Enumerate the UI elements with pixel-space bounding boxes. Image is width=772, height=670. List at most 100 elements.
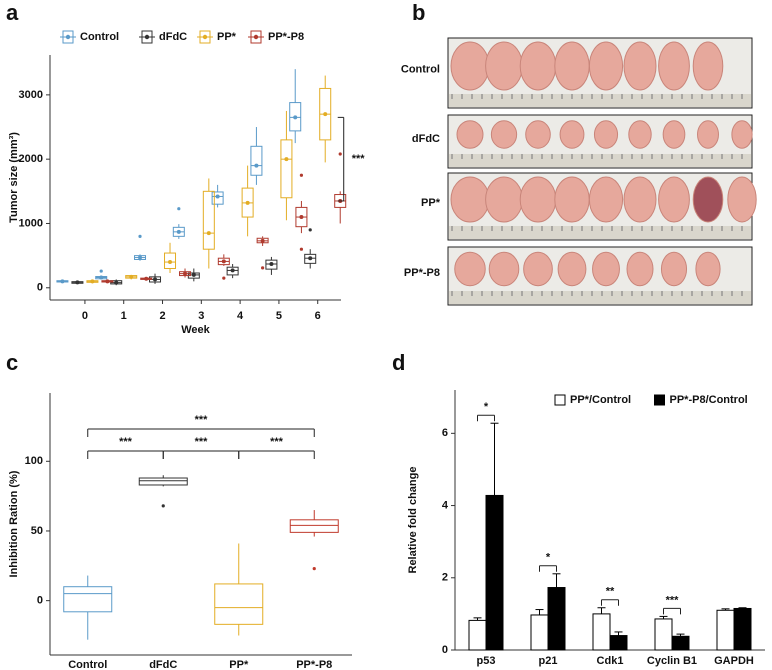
median-dot xyxy=(260,238,265,243)
tumor xyxy=(588,41,624,91)
outlier xyxy=(99,269,103,273)
y-axis-label: Tumor size (mm³) xyxy=(8,132,20,223)
legend-label: PP*-P8 xyxy=(268,31,304,43)
photo-label: PP*-P8 xyxy=(404,267,440,279)
legend-label: dFdC xyxy=(159,31,187,43)
bar xyxy=(485,494,504,651)
median-dot xyxy=(299,215,304,220)
x-tick-label: 0 xyxy=(82,310,88,322)
x-tick-label: 5 xyxy=(276,310,282,322)
panel-letter: a xyxy=(6,0,19,25)
median-dot xyxy=(221,259,226,264)
box xyxy=(226,266,239,276)
box xyxy=(164,252,177,269)
box xyxy=(280,139,293,199)
x-tick-label: 3 xyxy=(198,310,204,322)
bar xyxy=(671,635,690,651)
tumor xyxy=(450,41,490,91)
ruler xyxy=(449,154,751,167)
photo-label: dFdC xyxy=(412,133,440,145)
box xyxy=(250,145,263,176)
tumor xyxy=(731,120,753,149)
panel-letter: b xyxy=(412,0,425,25)
median-dot xyxy=(183,271,188,276)
box xyxy=(214,583,264,625)
legend-label: PP* xyxy=(217,31,237,43)
tumor xyxy=(485,41,523,91)
ruler xyxy=(449,94,751,107)
y-tick-label: 100 xyxy=(25,455,43,467)
ruler xyxy=(449,291,751,304)
x-tick-label: 4 xyxy=(237,310,244,322)
tumor xyxy=(519,41,557,91)
outlier xyxy=(299,247,304,251)
tumor xyxy=(727,176,757,223)
median-dot xyxy=(60,279,65,284)
tumor xyxy=(626,251,654,287)
median-dot xyxy=(308,256,313,261)
outlier xyxy=(138,234,142,238)
y-axis-label: Inhibition Ration (%) xyxy=(8,470,20,577)
x-tick-label: PP*-P8 xyxy=(296,659,332,670)
median-dot xyxy=(206,231,211,236)
significance-label: *** xyxy=(270,436,284,448)
outlier xyxy=(177,207,181,211)
bar xyxy=(733,607,752,651)
tumor xyxy=(557,251,587,287)
tumor xyxy=(554,176,590,223)
significance-label: * xyxy=(546,552,551,564)
tumor xyxy=(592,251,620,287)
median-dot xyxy=(168,260,173,265)
bar xyxy=(654,618,673,651)
y-tick-label: 4 xyxy=(442,499,449,511)
legend-icon xyxy=(144,34,150,40)
box xyxy=(289,102,302,132)
median-dot xyxy=(144,276,149,281)
panel-letter: c xyxy=(6,350,18,375)
legend-swatch xyxy=(554,394,566,406)
outlier xyxy=(299,173,304,177)
box xyxy=(289,519,339,533)
outlier xyxy=(308,228,312,232)
tumor xyxy=(692,41,724,91)
photo-label: Control xyxy=(401,63,440,75)
outlier xyxy=(261,266,265,270)
tumor xyxy=(450,176,490,223)
tumor xyxy=(456,120,484,149)
tumor xyxy=(662,120,686,149)
ruler xyxy=(449,226,751,239)
bar xyxy=(547,587,566,651)
median-dot xyxy=(114,280,119,285)
box xyxy=(304,253,317,264)
tumor xyxy=(593,120,619,149)
x-tick-label: 2 xyxy=(159,310,165,322)
median-dot xyxy=(176,229,181,234)
outlier xyxy=(161,504,165,508)
legend-label: Control xyxy=(80,31,119,43)
legend-icon xyxy=(253,34,259,40)
significance-label: *** xyxy=(119,436,133,448)
median-dot xyxy=(323,112,328,117)
tumor xyxy=(523,251,553,287)
significance-label: * xyxy=(484,401,489,413)
tumor xyxy=(692,176,724,223)
median-dot xyxy=(129,274,134,279)
x-tick-label: Cyclin B1 xyxy=(647,655,697,667)
box xyxy=(211,191,224,205)
x-tick-label: p53 xyxy=(477,655,496,667)
x-tick-label: Cdk1 xyxy=(597,655,624,667)
legend-label: PP*/Control xyxy=(570,394,631,406)
median-dot xyxy=(75,280,80,285)
x-tick-label: 6 xyxy=(315,310,321,322)
significance-label: ** xyxy=(606,586,615,598)
tumor xyxy=(490,120,518,149)
y-tick-label: 0 xyxy=(37,282,43,294)
photo-label: PP* xyxy=(421,197,441,209)
box xyxy=(138,477,188,486)
x-tick-label: Control xyxy=(68,659,107,670)
box xyxy=(63,586,113,613)
outlier xyxy=(312,566,316,571)
legend-icon xyxy=(65,34,71,40)
bar xyxy=(592,613,611,651)
median-dot xyxy=(138,255,143,260)
